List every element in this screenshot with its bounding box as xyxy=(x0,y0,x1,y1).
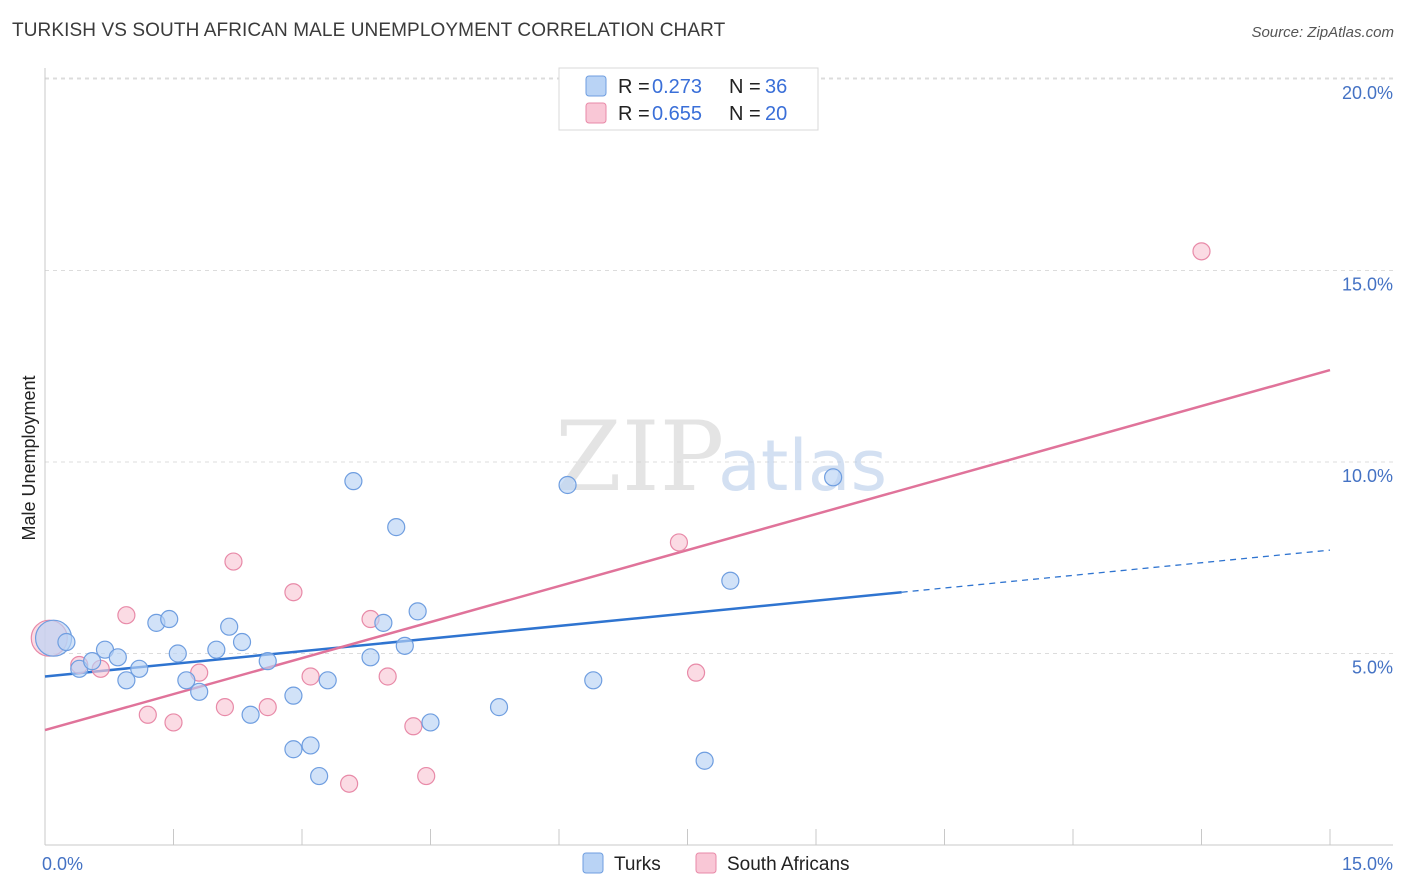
turks-point xyxy=(344,472,363,491)
turks-point xyxy=(177,671,196,690)
bottom-legend-swatch-turks xyxy=(582,852,604,874)
y-tick-label: 10.0% xyxy=(1342,466,1393,486)
turks-point xyxy=(310,766,329,786)
south-africans-point xyxy=(117,606,136,625)
turks-trend-line xyxy=(44,590,902,678)
chart-title: TURKISH VS SOUTH AFRICAN MALE UNEMPLOYME… xyxy=(12,20,726,41)
watermark-zip: ZIP xyxy=(555,401,724,513)
turks-point xyxy=(258,652,277,671)
y-axis-label: Male Unemployment xyxy=(19,375,39,540)
south-africans-point xyxy=(258,698,277,717)
turks-trend-extension xyxy=(901,549,1331,593)
turks-point xyxy=(207,640,226,659)
legend-swatch-turks xyxy=(585,75,607,97)
grid-lines xyxy=(45,77,1393,654)
turks-point xyxy=(284,686,303,705)
turks-point xyxy=(584,671,603,690)
axes xyxy=(44,68,1393,846)
bottom-legend-swatch-south-africans xyxy=(695,852,717,874)
turks-point xyxy=(130,659,149,678)
turks-point xyxy=(83,652,102,671)
x-tick-label: 0.0% xyxy=(42,854,83,874)
turks-point xyxy=(241,705,260,724)
turks-point xyxy=(117,671,136,690)
y-tick-label: 20.0% xyxy=(1342,83,1393,103)
bottom-legend-turks: Turks xyxy=(614,854,661,875)
south-africans-point xyxy=(417,766,436,786)
legend-n-label-1: N = xyxy=(729,76,761,98)
turks-point xyxy=(284,740,303,759)
legend-n-value-2: 20 xyxy=(765,103,787,125)
south-africans-point xyxy=(301,667,320,686)
turks-point xyxy=(220,617,239,636)
turks-point xyxy=(421,713,440,732)
bottom-legend-south-africans: South Africans xyxy=(727,854,850,875)
turks-point xyxy=(232,632,252,652)
legend: R = 0.273 N = 36 R = 0.655 N = 20 xyxy=(558,67,819,131)
legend-r-label-2: R = xyxy=(618,103,650,125)
source-credit: Source: ZipAtlas.com xyxy=(1251,24,1394,41)
turks-point xyxy=(160,609,179,629)
y-tick-labels: 5.0% 10.0% 15.0% 20.0% xyxy=(1342,83,1393,678)
south-africans-point xyxy=(224,552,243,571)
south-africans-point xyxy=(340,774,359,793)
turks-point xyxy=(108,648,127,667)
data-points xyxy=(30,242,1211,793)
legend-n-value-1: 36 xyxy=(765,76,787,98)
x-tick-label: 15.0% xyxy=(1342,854,1393,874)
south-africans-point xyxy=(378,667,397,686)
turks-point xyxy=(721,571,740,590)
turks-point xyxy=(361,648,380,667)
y-tick-label: 5.0% xyxy=(1352,658,1393,678)
legend-r-label-1: R = xyxy=(618,76,650,98)
south-africans-point xyxy=(215,698,234,717)
south-africans-point xyxy=(1192,242,1211,261)
bottom-legend: Turks South Africans xyxy=(582,852,850,875)
turks-point xyxy=(190,682,209,701)
watermark: ZIP atlas xyxy=(555,401,887,513)
turks-point xyxy=(387,518,406,537)
south-africans-point xyxy=(284,583,303,602)
south-africans-trend-line xyxy=(44,368,1331,732)
watermark-atlas: atlas xyxy=(718,425,887,507)
south-africans-point xyxy=(164,713,183,732)
legend-n-label-2: N = xyxy=(729,103,761,125)
turks-point xyxy=(408,602,427,621)
turks-point xyxy=(301,736,320,755)
south-africans-point xyxy=(404,717,423,736)
turks-point xyxy=(168,644,187,663)
legend-r-value-2: 0.655 xyxy=(652,103,702,125)
south-africans-point xyxy=(669,533,689,552)
turks-point xyxy=(558,475,577,495)
turks-point xyxy=(489,698,509,717)
turks-point xyxy=(395,636,414,655)
x-tick-labels: 0.0% 15.0% xyxy=(42,854,1393,874)
turks-point xyxy=(318,671,337,690)
turks-point xyxy=(374,613,393,632)
trend-lines xyxy=(44,368,1331,732)
legend-r-value-1: 0.273 xyxy=(652,76,702,98)
legend-swatch-south-africans xyxy=(585,102,607,124)
south-africans-point xyxy=(138,705,157,724)
turks-point xyxy=(57,632,76,652)
y-tick-label: 15.0% xyxy=(1342,275,1393,295)
south-africans-point xyxy=(686,663,706,682)
turks-point xyxy=(695,751,714,770)
turks-point xyxy=(824,468,843,487)
